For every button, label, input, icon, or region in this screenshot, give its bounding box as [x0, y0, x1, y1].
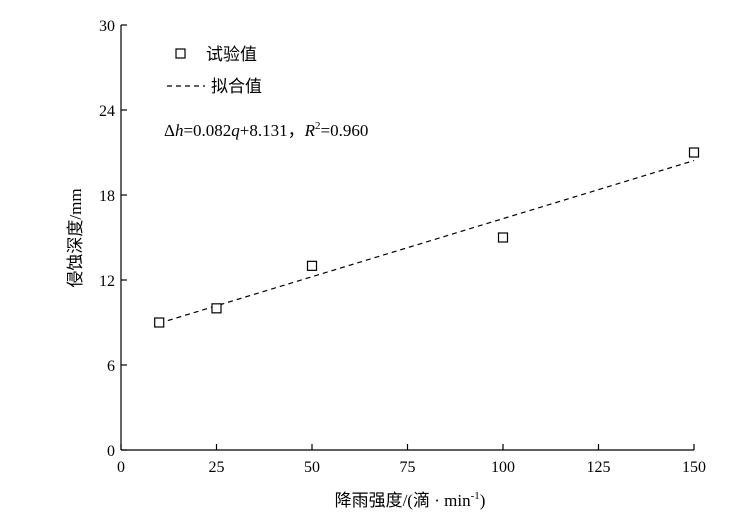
x-tick-label: 0	[117, 459, 125, 476]
y-axis-title: 侵蚀深度/mm	[66, 188, 85, 287]
y-tick-label: 12	[99, 273, 115, 290]
y-tick-label: 30	[99, 18, 115, 35]
data-point	[688, 147, 700, 158]
y-tick-label: 0	[107, 443, 115, 460]
x-tick-label: 75	[400, 459, 416, 476]
x-tick-label: 25	[209, 459, 225, 476]
legend-label-experimental: 试验值	[206, 45, 257, 64]
fit-line	[159, 159, 695, 324]
y-tick-label: 6	[107, 358, 115, 375]
legend: 试验值 拟合值	[167, 45, 262, 96]
data-point	[154, 317, 165, 328]
x-tick-label: 150	[682, 459, 706, 476]
x-tick-label: 100	[491, 459, 515, 476]
x-tick-label: 125	[587, 459, 611, 476]
y-tick-label: 24	[99, 103, 115, 120]
legend-label-fit: 拟合值	[211, 77, 262, 96]
x-axis-title: 降雨强度/(滴 · min-1)	[335, 490, 486, 510]
axis-ticks: 0 25 50 75 100 125 150 0 6 12 18 24 30	[99, 18, 706, 476]
data-point	[306, 260, 318, 271]
data-points	[154, 147, 700, 328]
y-tick-label: 18	[99, 188, 115, 205]
fit-equation: Δh=0.082q+8.131，R2=0.960	[164, 120, 368, 140]
data-point	[497, 232, 509, 243]
legend-marker-experimental	[175, 48, 186, 59]
data-point	[211, 303, 222, 314]
x-tick-label: 50	[304, 459, 320, 476]
